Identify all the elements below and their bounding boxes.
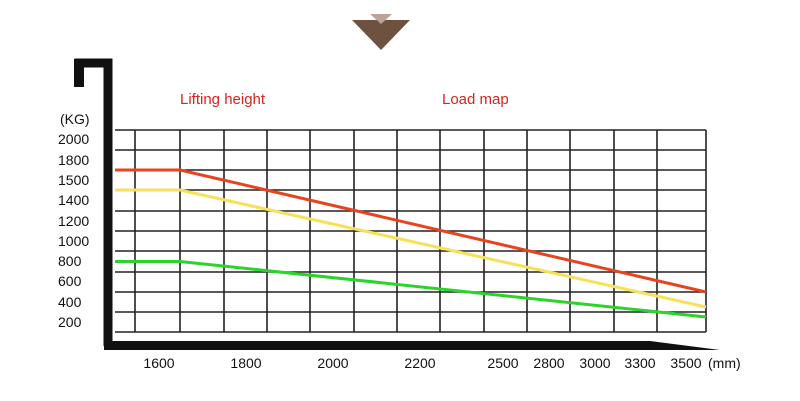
y-tick-labels: 2000 1800 1500 1400 1200 1000 800 600 40…	[58, 131, 89, 330]
y-tick-label: 200	[58, 314, 82, 330]
x-tick-label: 1600	[143, 355, 174, 371]
series-line-red	[115, 168, 707, 294]
x-tick-label: 2500	[487, 355, 518, 371]
x-axis-line	[104, 341, 720, 350]
chart-axes	[74, 58, 720, 350]
x-tick-labels: 1600 1800 2000 2200 2500 2800 3000 3300 …	[143, 355, 701, 371]
lifting-height-heading: Lifting height	[180, 91, 266, 108]
x-tick-label: 1800	[230, 355, 261, 371]
y-tick-label: 1800	[58, 152, 89, 168]
x-tick-label: 3500	[670, 355, 701, 371]
x-axis-unit: (mm)	[708, 355, 741, 371]
down-arrow-icon	[352, 20, 410, 50]
load-map-heading: Load map	[442, 91, 509, 108]
x-tick-label: 3300	[624, 355, 655, 371]
chart-grid	[115, 129, 707, 333]
x-tick-label: 2800	[533, 355, 564, 371]
y-tick-label: 1200	[58, 213, 89, 229]
series-line-yellow	[115, 188, 707, 309]
y-axis-cap	[74, 59, 84, 87]
y-tick-label: 1500	[58, 172, 89, 188]
y-tick-label: 2000	[58, 131, 89, 147]
x-tick-label: 2200	[404, 355, 435, 371]
chart-series	[115, 168, 707, 319]
y-tick-label: 1000	[58, 233, 89, 249]
y-tick-label: 1400	[58, 192, 89, 208]
series-line-green	[115, 260, 707, 319]
x-tick-label: 2000	[317, 355, 348, 371]
x-tick-label: 3000	[579, 355, 610, 371]
y-axis-unit: (KG)	[60, 111, 90, 127]
down-arrow-highlight-icon	[370, 14, 392, 24]
y-tick-label: 400	[58, 294, 82, 310]
y-tick-label: 800	[58, 253, 82, 269]
y-tick-label: 600	[58, 273, 82, 289]
